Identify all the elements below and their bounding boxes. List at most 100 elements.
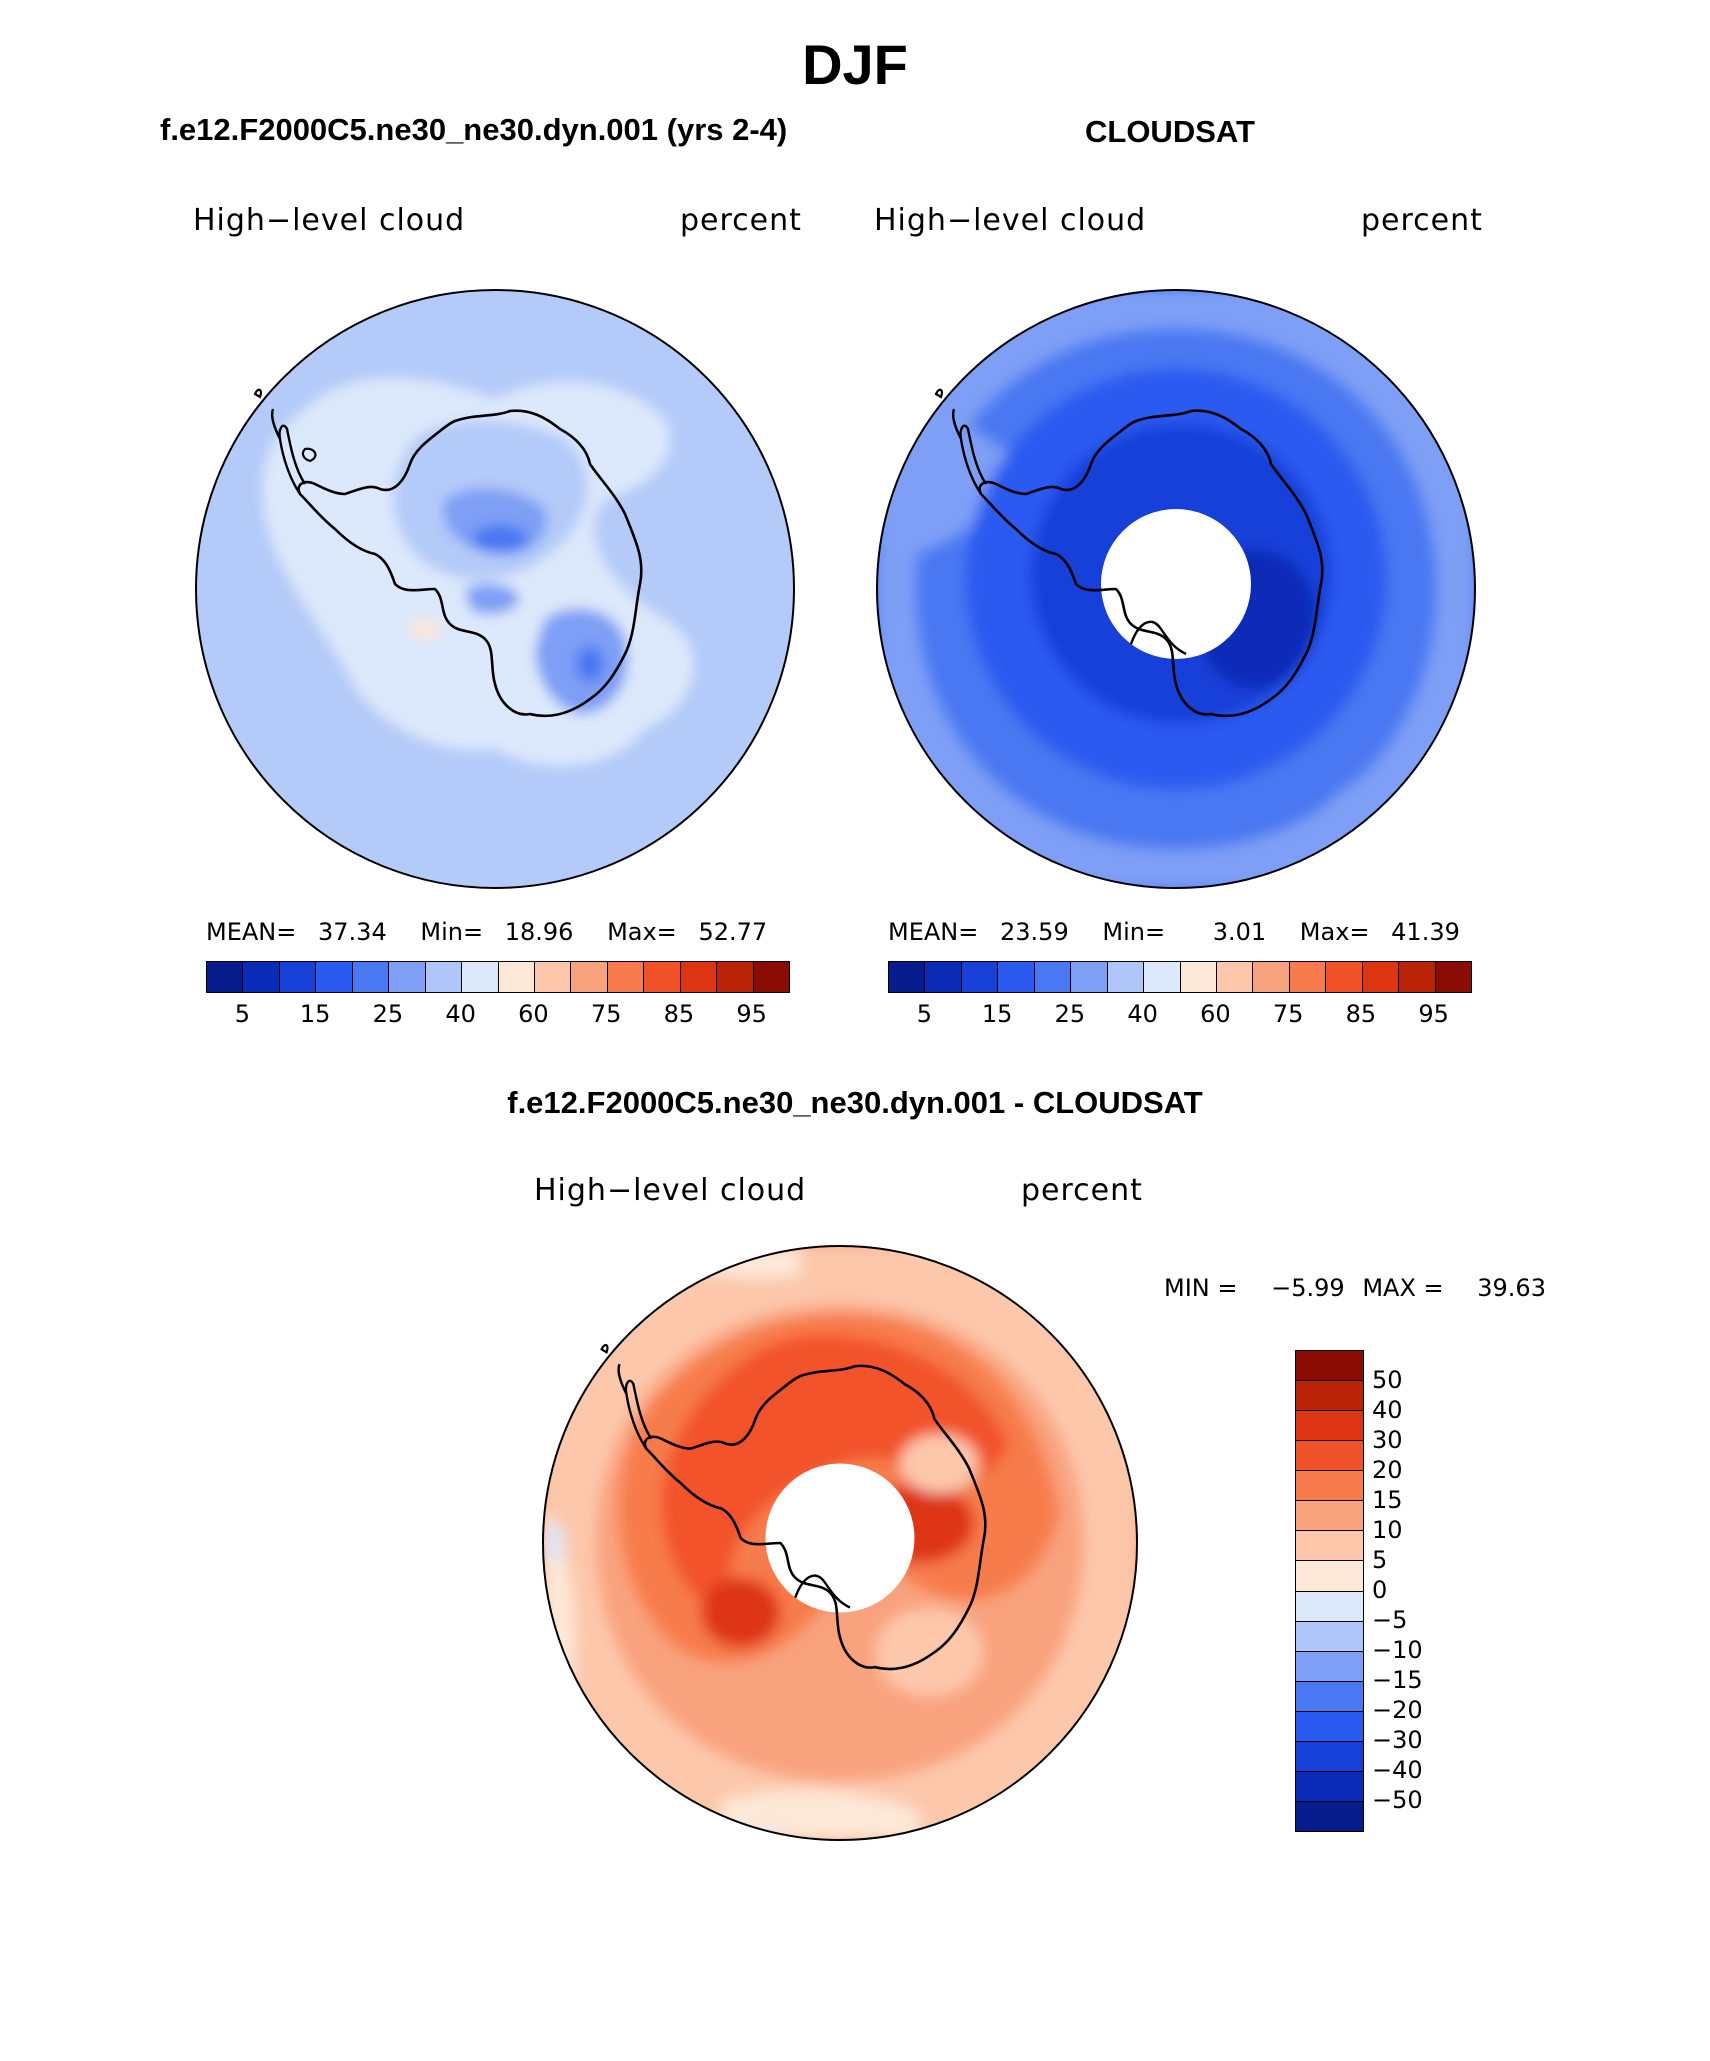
- obs-colorbar-swatch: [1399, 962, 1436, 992]
- obs-antarctica-coastline: [978, 409, 1324, 718]
- obs-colorbar-swatch: [1034, 962, 1072, 992]
- model-min-label: Min=: [420, 918, 484, 946]
- model-colorbar-swatch: [279, 962, 317, 992]
- obs-colorbar-swatch: [925, 962, 962, 992]
- diff-colorbar-tick-label: 30: [1372, 1426, 1403, 1454]
- model-colorbar-swatch: [425, 962, 463, 992]
- obs-colorbar-swatch: [1144, 962, 1181, 992]
- model-colorbar-tick-label: 15: [299, 1000, 331, 1028]
- diff-field-pale-patch-2: [899, 1433, 980, 1494]
- model-field-dark-patch: [472, 525, 528, 553]
- obs-colorbar-swatch: [998, 962, 1035, 992]
- season-title: DJF: [802, 33, 908, 96]
- obs-colorbar-swatch: [1435, 962, 1471, 992]
- obs-stats: MEAN= 23.59 Min= 3.01 Max= 41.39: [888, 918, 1460, 946]
- obs-colorbar-tick-label: 75: [1272, 1000, 1304, 1028]
- diff-max-label: MAX =: [1362, 1274, 1444, 1302]
- diff-antarctica-coastline: [643, 1364, 987, 1671]
- diff-units-label: percent: [1021, 1173, 1143, 1208]
- model-field-dark-patch-2: [576, 646, 604, 682]
- obs-colorbar-tick-label: 95: [1418, 1000, 1449, 1028]
- model-colorbar-swatch: [352, 962, 390, 992]
- diff-colorbar-tick-label: −20: [1372, 1696, 1423, 1724]
- diff-colorbar-tick-label: 10: [1372, 1516, 1403, 1544]
- obs-colorbar-tick-label: 40: [1127, 1000, 1158, 1028]
- model-colorbar-swatch: [717, 962, 754, 992]
- obs-peninsula-coastline: [951, 408, 988, 495]
- model-colorbar-swatch: [316, 962, 353, 992]
- obs-colorbar-tick-label: 25: [1054, 1000, 1086, 1028]
- obs-colorbar-swatch: [1289, 962, 1327, 992]
- obs-min-value: 3.01: [1212, 918, 1267, 946]
- diff-panel-title: f.e12.F2000C5.ne30_ne30.dyn.001 - CLOUDS…: [507, 1085, 1203, 1120]
- diff-colorbar-swatch: [1296, 1681, 1363, 1712]
- diff-colorbar-swatch: [1296, 1621, 1363, 1652]
- model-colorbar-tick-label: 40: [445, 1000, 476, 1028]
- diff-colorbar-swatch: [1296, 1531, 1363, 1562]
- diff-stats: MIN = −5.99 MAX = 39.63: [1164, 1274, 1546, 1302]
- diff-field-pale-edge-2: [720, 1789, 920, 1841]
- diff-colorbar-tick-label: −50: [1372, 1786, 1423, 1814]
- obs-max-value: 41.39: [1391, 918, 1460, 946]
- diff-colorbar-swatch: [1296, 1741, 1363, 1772]
- obs-colorbar-swatch: [1180, 962, 1217, 992]
- obs-colorbar-swatch: [1107, 962, 1145, 992]
- diff-colorbar-swatch: [1296, 1441, 1363, 1472]
- model-colorbar: [206, 961, 790, 993]
- obs-colorbar-tick-label: 60: [1200, 1000, 1231, 1028]
- diff-missing-data-hole: [765, 1463, 915, 1613]
- obs-ross-sea-notch: [1129, 620, 1187, 656]
- diff-colorbar-swatch: [1296, 1351, 1363, 1382]
- obs-colorbar-swatch: [889, 962, 926, 992]
- diff-colorbar-tick-label: 40: [1372, 1396, 1403, 1424]
- model-colorbar-swatch: [753, 962, 789, 992]
- diff-field-pale-patch-1: [874, 1607, 985, 1697]
- diff-colorbar-ticks: 50 40 30 20 15 10 5 0 −5 −10 −15 −20 −30 −40 −50: [1372, 1350, 1492, 1830]
- obs-max-label: Max=: [1299, 918, 1370, 946]
- model-island-1: [253, 388, 263, 399]
- model-panel-title: f.e12.F2000C5.ne30_ne30.dyn.001 (yrs 2-4…: [160, 112, 788, 147]
- diff-colorbar-tick-label: 50: [1372, 1366, 1403, 1394]
- diff-field-neg-patch-1: [543, 1523, 564, 1563]
- model-stats: MEAN= 37.34 Min= 18.96 Max= 52.77: [206, 918, 767, 946]
- model-colorbar-swatch: [389, 962, 426, 992]
- diff-field-dark-band: [661, 1334, 1009, 1607]
- model-max-label: Max=: [607, 918, 677, 946]
- obs-colorbar-tick-label: 15: [981, 1000, 1013, 1028]
- diff-colorbar-tick-label: 15: [1372, 1486, 1403, 1514]
- model-mean-label: MEAN=: [206, 918, 297, 946]
- model-colorbar-tick-label: 60: [518, 1000, 549, 1028]
- model-max-value: 52.77: [698, 918, 768, 946]
- diff-colorbar-swatch: [1296, 1771, 1363, 1802]
- model-field-pale-patch: [409, 619, 441, 639]
- obs-colorbar-tick-label: 85: [1345, 1000, 1377, 1028]
- obs-colorbar-swatch: [1216, 962, 1254, 992]
- diff-peninsula-coastline: [617, 1363, 653, 1450]
- model-colorbar-swatch: [607, 962, 645, 992]
- obs-colorbar-swatch: [1362, 962, 1400, 992]
- diff-colorbar-swatch: [1296, 1651, 1363, 1682]
- model-colorbar-tick-label: 85: [663, 1000, 695, 1028]
- model-colorbar-ticks: 5 15 25 40 60 75 85 95: [206, 1000, 788, 1030]
- obs-colorbar-swatch: [1071, 962, 1108, 992]
- diff-colorbar-swatch: [1296, 1561, 1363, 1592]
- diff-colorbar-tick-label: −5: [1372, 1606, 1408, 1634]
- diff-colorbar-tick-label: −30: [1372, 1726, 1423, 1754]
- obs-missing-data-hole: [1101, 509, 1251, 659]
- obs-colorbar-tick-label: 5: [916, 1000, 933, 1028]
- obs-polar-map: [876, 289, 1476, 889]
- obs-colorbar-ticks: 5 15 25 40 60 75 85 95: [888, 1000, 1470, 1030]
- model-colorbar-swatch: [207, 962, 244, 992]
- model-mean-value: 37.34: [318, 918, 387, 946]
- obs-units-label: percent: [1361, 203, 1483, 238]
- diff-field-darkest-2: [700, 1577, 781, 1648]
- diff-polar-map: [542, 1245, 1138, 1841]
- model-colorbar-tick-label: 75: [590, 1000, 622, 1028]
- diff-colorbar-swatch: [1296, 1711, 1363, 1742]
- obs-colorbar-swatch: [1253, 962, 1290, 992]
- diff-colorbar-swatch: [1296, 1501, 1363, 1532]
- model-min-value: 18.96: [504, 918, 574, 946]
- diff-island-1: [600, 1344, 609, 1354]
- diff-colorbar-swatch: [1296, 1801, 1363, 1831]
- model-colorbar-swatch: [534, 962, 572, 992]
